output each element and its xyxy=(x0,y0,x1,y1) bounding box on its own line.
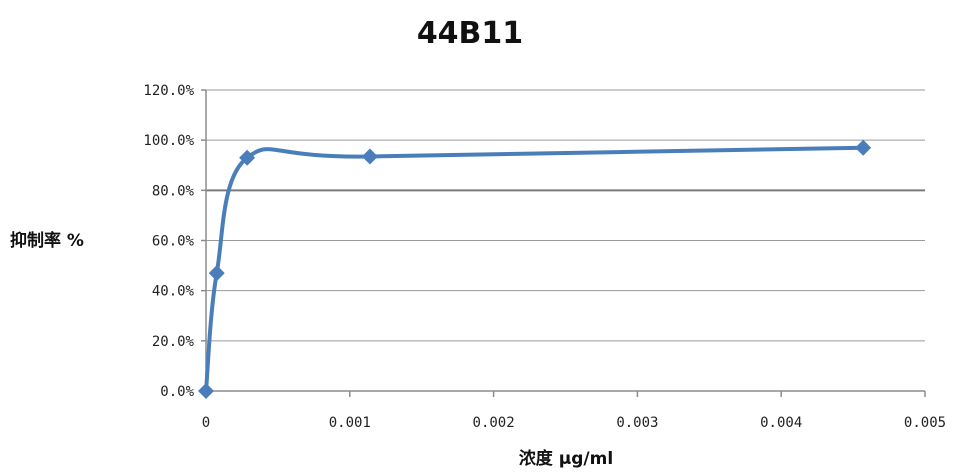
y-tick-labels: 0.0% 20.0% 40.0% 60.0% 80.0% 100.0% 120.0% xyxy=(143,83,194,400)
x-tick-label: 0.002 xyxy=(473,415,515,431)
series-line xyxy=(204,145,866,393)
y-tick-label: 0.0% xyxy=(160,384,194,400)
chart-title: 44B11 xyxy=(417,16,523,51)
data-point-marker xyxy=(855,139,872,156)
x-axis-title: 浓度 μg/ml xyxy=(519,448,613,469)
y-axis-title: 抑制率 % xyxy=(10,230,84,251)
axes xyxy=(205,90,925,396)
x-tick-labels: 0 0.001 0.002 0.003 0.004 0.005 xyxy=(202,415,946,431)
series xyxy=(198,139,872,399)
data-point-marker xyxy=(361,148,378,165)
y-tick-label: 100.0% xyxy=(143,133,194,149)
y-tick-label: 120.0% xyxy=(143,83,194,99)
data-point-marker xyxy=(198,383,214,399)
data-point-marker xyxy=(239,149,256,166)
x-tick-label: 0.005 xyxy=(904,415,946,431)
data-point-marker xyxy=(208,265,225,282)
x-tick-label: 0.003 xyxy=(616,415,658,431)
y-tick-label: 40.0% xyxy=(152,284,195,300)
x-tick-label: 0.004 xyxy=(760,415,802,431)
x-tick-label: 0.001 xyxy=(329,415,371,431)
x-tick-label: 0 xyxy=(202,415,210,431)
y-tick-label: 60.0% xyxy=(152,234,195,250)
y-tick-label: 20.0% xyxy=(152,334,195,350)
y-tick-label: 80.0% xyxy=(152,183,195,199)
gridlines xyxy=(201,89,926,397)
